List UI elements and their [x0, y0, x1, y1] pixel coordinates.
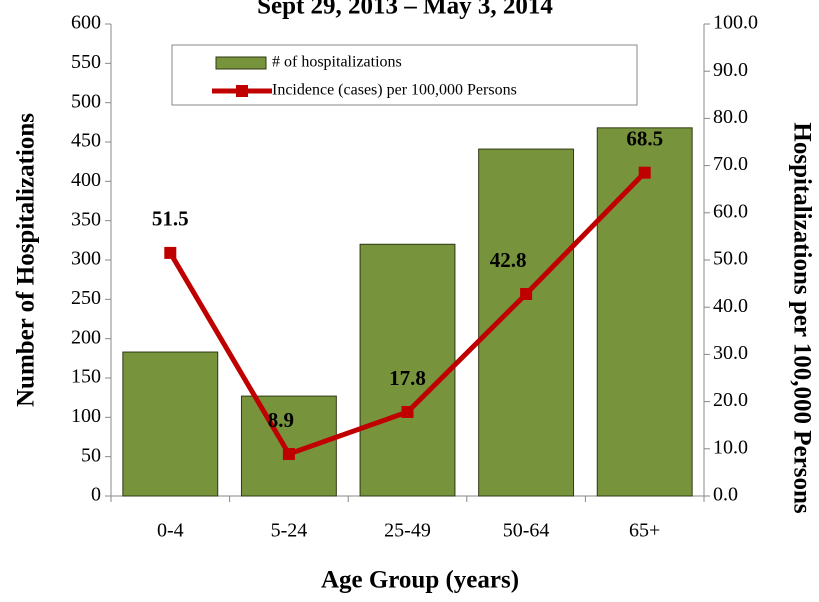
bar [240, 395, 337, 497]
y-tick-label: 150 [71, 366, 101, 388]
y2-tick-label: 10.0 [713, 436, 748, 458]
y-tick-label: 250 [71, 287, 101, 309]
y-axis-title: Number of Hospitalizations [13, 113, 40, 407]
y2-tick-label: 50.0 [713, 248, 748, 270]
x-tick-label: 5-24 [271, 520, 308, 542]
y2-tick-label: 0.0 [713, 484, 738, 506]
legend-swatch [236, 85, 248, 97]
x-tick-label: 25-49 [384, 520, 431, 542]
x-tick-label: 65+ [629, 520, 660, 542]
y-tick-label: 50 [81, 444, 101, 466]
line-marker [282, 447, 295, 460]
chart-title: Sept 29, 2013 – May 3, 2014 [257, 0, 553, 20]
line-marker [520, 287, 533, 300]
y2-tick-label: 80.0 [713, 106, 748, 128]
line-marker [164, 246, 177, 259]
y-tick-label: 550 [71, 51, 101, 73]
data-label: 51.5 [152, 207, 189, 231]
data-label: 8.9 [268, 408, 294, 432]
x-tick-label: 50-64 [503, 520, 550, 542]
legend-box [171, 44, 638, 106]
y-tick-label: 600 [71, 12, 101, 34]
y-tick-label: 200 [71, 326, 101, 348]
data-label: 42.8 [490, 248, 527, 272]
y2-axis-title: Hospitalizations per 100,000 Persons [788, 122, 815, 513]
legend-swatch [215, 56, 267, 70]
y-tick-label: 350 [71, 208, 101, 230]
y2-tick-label: 100.0 [713, 12, 758, 34]
data-label: 68.5 [626, 126, 663, 150]
y2-tick-label: 60.0 [713, 200, 748, 222]
y-tick-label: 400 [71, 169, 101, 191]
bar [596, 127, 693, 497]
y2-tick-label: 20.0 [713, 389, 748, 411]
y-tick-label: 100 [71, 405, 101, 427]
y2-tick-label: 90.0 [713, 59, 748, 81]
bar [359, 243, 456, 497]
y-tick-label: 0 [91, 484, 101, 506]
y-tick-label: 450 [71, 130, 101, 152]
data-label: 17.8 [389, 366, 426, 390]
line-marker [401, 405, 414, 418]
y2-tick-label: 40.0 [713, 295, 748, 317]
bar [478, 148, 575, 497]
legend-label: Incidence (cases) per 100,000 Persons [272, 82, 517, 99]
line-marker [638, 166, 651, 179]
y-tick-label: 500 [71, 90, 101, 112]
legend-label: # of hospitalizations [272, 54, 402, 71]
x-tick-label: 0-4 [157, 520, 184, 542]
y2-tick-label: 70.0 [713, 153, 748, 175]
bar [122, 351, 219, 497]
y-tick-label: 300 [71, 248, 101, 270]
y2-tick-label: 30.0 [713, 342, 748, 364]
x-axis-title: Age Group (years) [321, 567, 519, 594]
